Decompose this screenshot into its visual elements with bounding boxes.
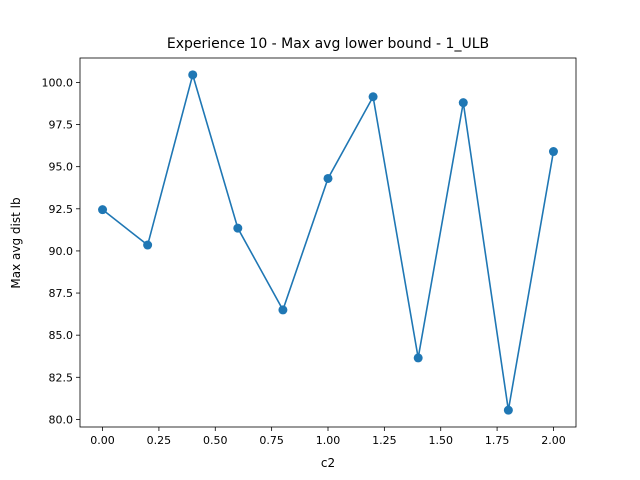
x-tick-label: 1.75 [485,434,510,447]
y-axis-label: Max avg dist lb [9,197,23,288]
data-point [503,405,513,415]
x-axis-label: c2 [321,456,335,470]
x-tick-label: 1.00 [316,434,341,447]
chart-title: Experience 10 - Max avg lower bound - 1_… [167,36,489,52]
x-tick-label: 1.50 [428,434,453,447]
y-tick-label: 87.5 [49,287,74,300]
y-tick-label: 95.0 [49,161,74,174]
data-point [188,70,198,80]
y-tick-label: 82.5 [49,371,74,384]
y-tick-label: 97.5 [49,119,74,132]
y-tick-label: 92.5 [49,203,74,216]
plot-area: 0.00 0.25 0.50 0.75 1.00 1.25 1.50 1.75 2.00 80.0… [42,57,577,447]
y-tick-label: 100.0 [42,76,74,89]
y-tick-label: 80.0 [49,413,74,426]
y-tick-label: 85.0 [49,329,74,342]
x-tick-label: 2.00 [541,434,566,447]
data-point [233,223,243,233]
data-point [368,92,378,102]
data-point [98,205,108,215]
data-point [143,240,153,250]
x-tick-label: 1.25 [372,434,397,447]
data-point [458,98,468,108]
x-tick-label: 0.00 [90,434,115,447]
x-tick-label: 0.50 [203,434,228,447]
data-point [323,173,333,183]
data-point [548,147,558,157]
x-tick-label: 0.25 [147,434,172,447]
data-point [278,305,288,315]
y-tick-label: 90.0 [49,245,74,258]
data-point [413,353,423,363]
x-tick-label: 0.75 [259,434,284,447]
